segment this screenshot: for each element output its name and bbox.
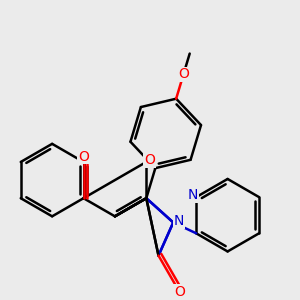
Text: O: O <box>178 68 189 81</box>
Text: N: N <box>173 214 184 228</box>
Text: O: O <box>174 285 185 299</box>
Text: O: O <box>144 153 155 167</box>
Text: O: O <box>78 149 89 164</box>
Text: N: N <box>188 188 198 202</box>
